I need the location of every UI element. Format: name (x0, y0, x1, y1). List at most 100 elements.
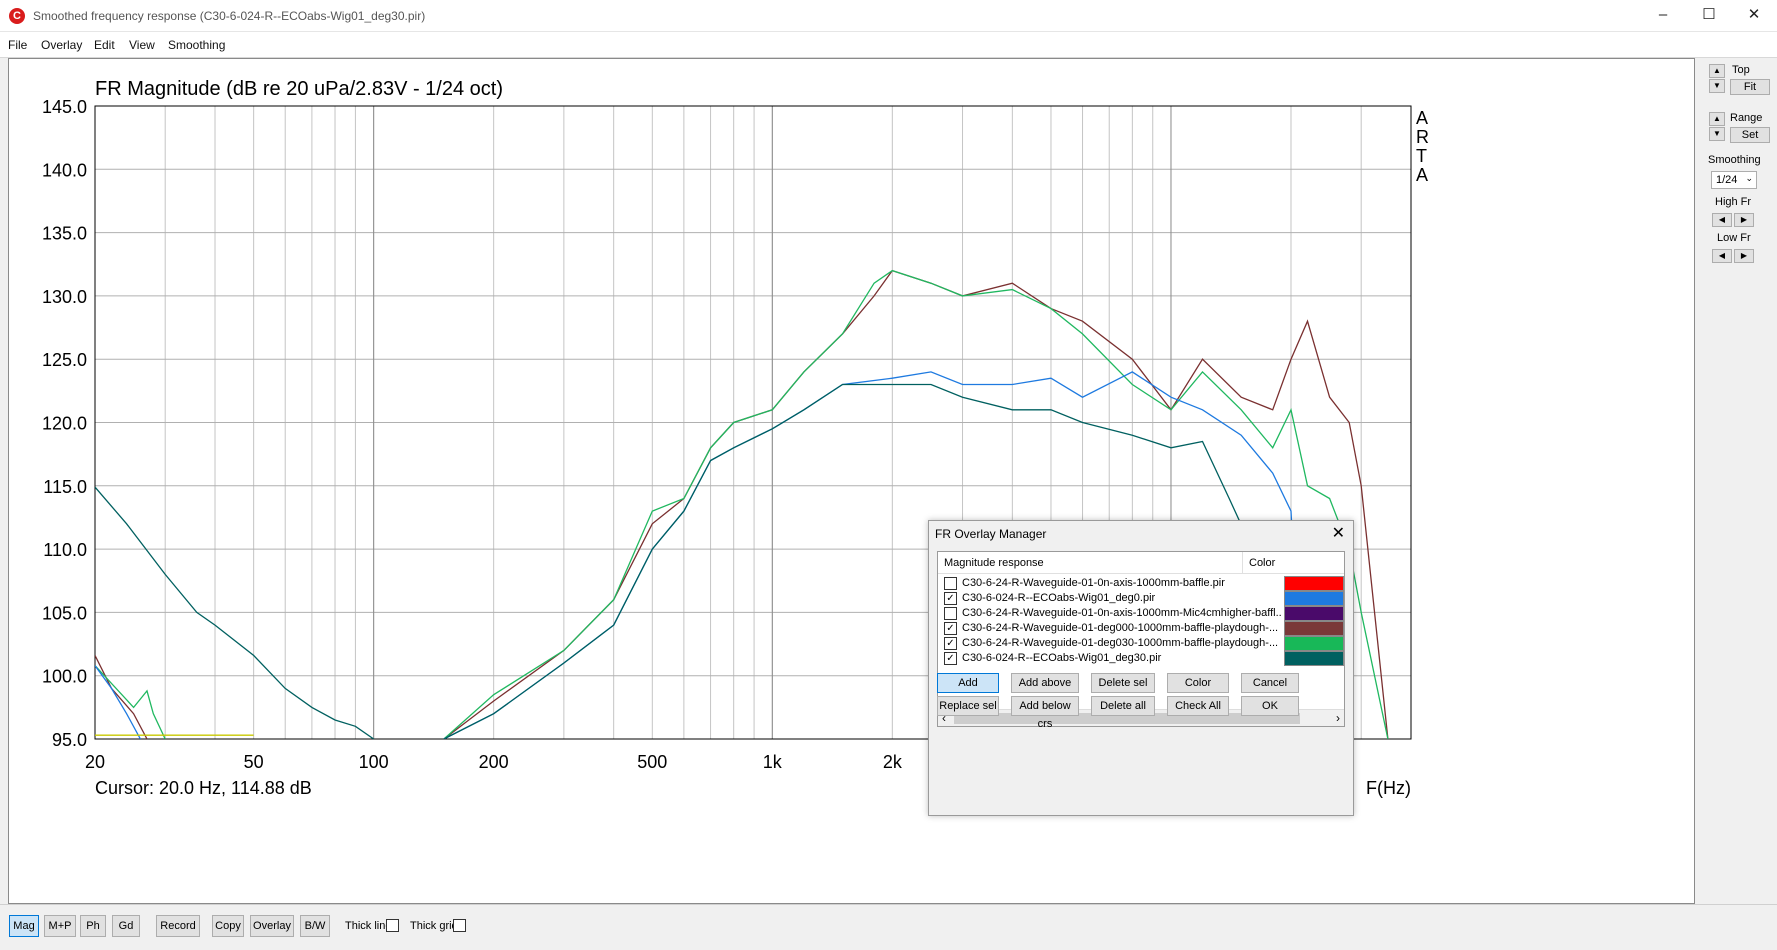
row-color-swatch[interactable] (1284, 636, 1344, 651)
row-color-swatch[interactable] (1284, 651, 1344, 666)
menu-view[interactable]: View (129, 38, 155, 52)
maximize-icon[interactable]: ☐ (1702, 6, 1716, 23)
right-control-panel: ▲ ▼ Top Fit ▲ ▼ Range Set Smoothing 1/24… (1700, 58, 1777, 904)
overlay-list-item[interactable]: ✓ C30-6-024-R--ECOabs-Wig01_deg30.pir (938, 650, 1344, 667)
series-line (95, 665, 166, 739)
set-button[interactable]: Set (1730, 127, 1770, 143)
row-file-name: C30-6-024-R--ECOabs-Wig01_deg0.pir (962, 592, 1156, 604)
row-file-name: C30-6-24-R-Waveguide-01-0n-axis-1000mm-M… (962, 607, 1282, 619)
phase-button[interactable]: Ph (80, 915, 106, 937)
replace-sel-button[interactable]: Replace sel (937, 696, 999, 716)
menu-file[interactable]: File (8, 38, 28, 52)
bottom-toolbar: Mag M+P Ph Gd Record Copy Overlay B/W Th… (0, 904, 1777, 950)
range-down-icon[interactable]: ▼ (1709, 127, 1725, 141)
plot-area[interactable]: FR Magnitude (dB re 20 uPa/2.83V - 1/24 … (8, 58, 1695, 904)
high-fr-label: High Fr (1715, 196, 1752, 208)
row-checkbox[interactable]: ✓ (944, 652, 957, 665)
overlay-list-item[interactable]: ✓ C30-6-24-R-Waveguide-01-deg000-1000mm-b… (938, 620, 1344, 637)
row-color-swatch[interactable] (1284, 621, 1344, 636)
series-line (95, 486, 375, 739)
mag-button[interactable]: Mag (9, 915, 39, 937)
smoothing-label: Smoothing (1708, 154, 1761, 166)
x-tick-label: 500 (637, 752, 667, 772)
row-checkbox[interactable]: ✓ (944, 637, 957, 650)
brand-letter: R (1416, 127, 1429, 147)
smoothing-select[interactable]: 1/24 ⌄ (1711, 171, 1757, 189)
row-color-swatch[interactable] (1284, 591, 1344, 606)
row-checkbox[interactable] (944, 577, 957, 590)
cancel-button[interactable]: Cancel (1241, 673, 1299, 693)
smoothing-value: 1/24 (1716, 174, 1738, 186)
check-all-button[interactable]: Check All (1167, 696, 1229, 716)
chevron-down-icon: ⌄ (1745, 173, 1753, 183)
low-fr-label: Low Fr (1717, 232, 1751, 244)
series-line (95, 665, 141, 739)
overlay-list-item[interactable]: ✓ C30-6-024-R--ECOabs-Wig01_deg0.pir (938, 590, 1344, 607)
copy-button[interactable]: Copy (212, 915, 244, 937)
y-tick-label: 135.0 (42, 224, 87, 244)
y-tick-label: 120.0 (42, 414, 87, 434)
y-tick-label: 130.0 (42, 287, 87, 307)
cursor-readout: Cursor: 20.0 Hz, 114.88 dB (95, 778, 312, 798)
low-fr-left-icon[interactable]: ◀ (1712, 249, 1732, 263)
scroll-left-icon[interactable]: ‹ (942, 711, 946, 725)
delete-sel-button[interactable]: Delete sel (1091, 673, 1155, 693)
top-label: Top (1732, 64, 1750, 76)
y-tick-label: 95.0 (52, 730, 87, 750)
bw-button[interactable]: B/W (300, 915, 330, 937)
record-button[interactable]: Record (156, 915, 200, 937)
row-checkbox[interactable]: ✓ (944, 622, 957, 635)
plot-frame-border (94, 105, 1412, 740)
dialog-title: FR Overlay Manager (935, 527, 1047, 541)
mag-phase-button[interactable]: M+P (44, 915, 76, 937)
y-tick-label: 100.0 (42, 667, 87, 687)
frequency-response-chart[interactable]: FR Magnitude (dB re 20 uPa/2.83V - 1/24 … (9, 59, 1696, 905)
top-down-icon[interactable]: ▼ (1709, 79, 1725, 93)
row-file-name: C30-6-24-R-Waveguide-01-0n-axis-1000mm-b… (962, 577, 1225, 589)
list-header-color[interactable]: Color (1242, 552, 1344, 574)
overlay-button[interactable]: Overlay (250, 915, 294, 937)
overlay-list-item[interactable]: C30-6-24-R-Waveguide-01-0n-axis-1000mm-b… (938, 575, 1344, 592)
brand-letter: A (1416, 165, 1428, 185)
brand-letter: A (1416, 108, 1428, 128)
group-delay-button[interactable]: Gd (112, 915, 140, 937)
overlay-list-item[interactable]: ✓ C30-6-24-R-Waveguide-01-deg030-1000mm-b… (938, 635, 1344, 652)
menu-bar: File Overlay Edit View Smoothing (0, 32, 1777, 58)
x-tick-label: 2k (883, 752, 903, 772)
thick-line-label: Thick line (345, 920, 392, 932)
minimize-icon[interactable]: – (1658, 6, 1668, 23)
menu-overlay[interactable]: Overlay (41, 38, 83, 52)
delete-all-button[interactable]: Delete all (1091, 696, 1155, 716)
high-fr-left-icon[interactable]: ◀ (1712, 213, 1732, 227)
top-up-icon[interactable]: ▲ (1709, 64, 1725, 78)
add-below-button[interactable]: Add below crs (1011, 696, 1079, 730)
x-axis-label: F(Hz) (1366, 778, 1411, 798)
thick-grid-checkbox[interactable] (453, 919, 466, 932)
menu-smoothing[interactable]: Smoothing (168, 38, 226, 52)
thick-line-checkbox[interactable] (386, 919, 399, 932)
color-button[interactable]: Color (1167, 673, 1229, 693)
fit-button[interactable]: Fit (1730, 79, 1770, 95)
high-fr-right-icon[interactable]: ▶ (1734, 213, 1754, 227)
add-button[interactable]: Add (937, 673, 999, 693)
add-above-button[interactable]: Add above crs (1011, 673, 1079, 707)
dialog-close-icon[interactable]: ✕ (1331, 525, 1345, 542)
menu-edit[interactable]: Edit (94, 38, 115, 52)
list-header-name[interactable]: Magnitude response (938, 552, 1242, 574)
range-up-icon[interactable]: ▲ (1709, 112, 1725, 126)
low-fr-right-icon[interactable]: ▶ (1734, 249, 1754, 263)
close-icon[interactable]: ✕ (1747, 6, 1761, 23)
overlay-list-item[interactable]: C30-6-24-R-Waveguide-01-0n-axis-1000mm-M… (938, 605, 1344, 622)
row-color-swatch[interactable] (1284, 576, 1344, 591)
brand-letter: T (1416, 146, 1427, 166)
x-tick-label: 100 (359, 752, 389, 772)
series-line (443, 383, 1292, 739)
ok-button[interactable]: OK (1241, 696, 1299, 716)
row-checkbox[interactable] (944, 607, 957, 620)
y-tick-label: 140.0 (42, 160, 87, 180)
row-checkbox[interactable]: ✓ (944, 592, 957, 605)
x-tick-label: 50 (244, 752, 264, 772)
scroll-right-icon[interactable]: › (1336, 711, 1340, 725)
scrollbar-thumb[interactable] (954, 713, 1300, 724)
row-color-swatch[interactable] (1284, 606, 1344, 621)
